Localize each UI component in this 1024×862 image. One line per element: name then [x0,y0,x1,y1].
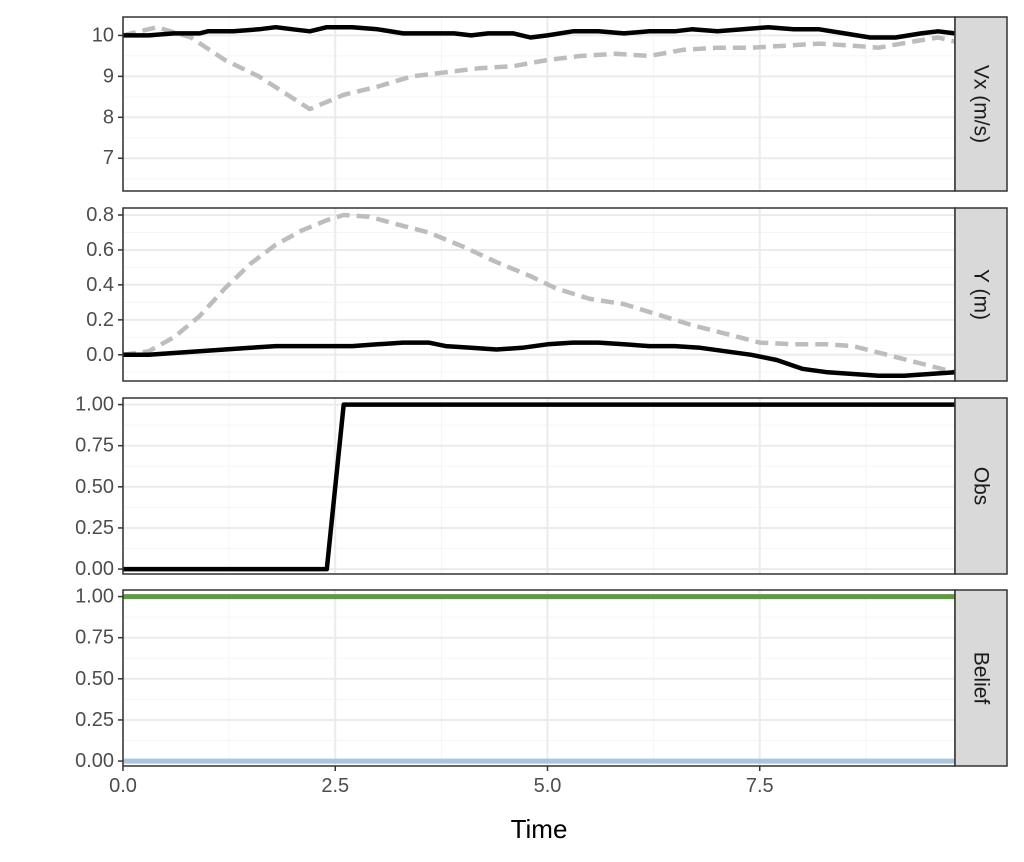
y-tick-label: 0.00 [75,750,114,772]
series-line-1 [122,24,956,112]
y-tick-label: 0.2 [86,309,114,331]
facet-strip [954,207,1008,382]
x-tick-label: 5.0 [534,775,562,797]
y-tick-label: 1.00 [75,394,114,416]
y-tick-label: 10 [92,24,114,46]
x-axis-title: Time [511,814,568,844]
panels-layer: Vx (m/s) 7 8 9 10 Y (m) 0.0 0.2 0.4 0.6 0.8 Obs 0.00… [75,16,1008,772]
x-tick-label: 2.5 [321,775,349,797]
facet-strip-label: Vx (m/s) [970,65,993,143]
x-tick-label: 7.5 [746,775,774,797]
series-line-2 [123,24,956,40]
series-line-2 [123,340,956,379]
y-tick-label: 0.75 [75,435,114,457]
panel-3: Obs 0.00 0.25 0.50 0.75 1.00 [75,394,1008,580]
y-tick-label: 7 [103,147,114,169]
y-tick-label: 1.00 [75,586,114,608]
y-tick-label: 0.4 [86,274,114,296]
y-tick-label: 9 [103,65,114,87]
y-tick-label: 0.8 [86,204,114,226]
panel-1: Vx (m/s) 7 8 9 10 [92,16,1008,192]
y-tick-label: 0.0 [86,344,114,366]
facet-strip [954,589,1008,767]
panel-background [123,17,955,191]
y-tick-label: 0.50 [75,476,114,498]
facet-strip-label: Obs [970,467,993,506]
x-tick-label: 0.0 [109,775,137,797]
panel-2: Y (m) 0.0 0.2 0.4 0.6 0.8 [86,204,1008,382]
y-tick-label: 0.75 [75,627,114,649]
y-tick-label: 8 [103,106,114,128]
y-tick-label: 0.6 [86,239,114,261]
x-axis: 0.0 2.5 5.0 7.5 [109,766,774,797]
facet-strip-label: Belief [970,652,993,705]
y-tick-label: 0.25 [75,709,114,731]
panel-background [123,208,955,381]
y-tick-label: 0.50 [75,668,114,690]
facet-strip-label: Y (m) [970,269,993,320]
series-line-1 [123,402,955,572]
y-tick-label: 0.00 [75,558,114,580]
series-line-1 [122,212,956,375]
facet-strip [954,16,1008,192]
facet-strip [954,397,1008,575]
panel-4: Belief 0.00 0.25 0.50 0.75 1.00 [75,586,1008,772]
y-tick-label: 0.25 [75,517,114,539]
